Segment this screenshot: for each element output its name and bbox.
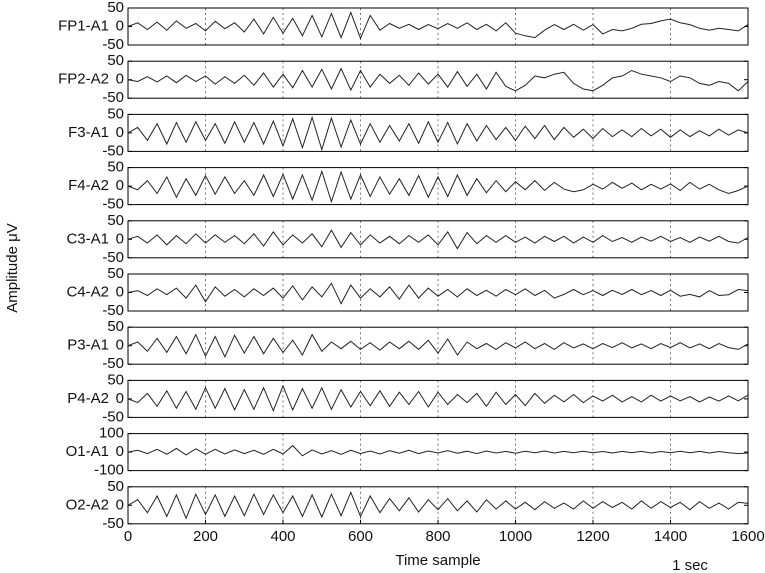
y-tick-label: -50 (102, 142, 124, 159)
y-tick-label: 50 (107, 52, 124, 69)
channel-label: FP1-A1 (58, 17, 109, 34)
channel-label: FP2-A2 (58, 71, 109, 88)
x-tick-label: 1000 (499, 528, 532, 545)
signal-line (127, 169, 749, 204)
signal-line (127, 282, 749, 305)
plot-frame (127, 113, 749, 152)
y-tick-label: 0 (116, 124, 124, 141)
channel-label: F4-A2 (68, 177, 109, 194)
y-tick-label: 50 (107, 159, 124, 176)
y-tick-label: 0 (116, 71, 124, 88)
y-tick-label: 0 (116, 337, 124, 354)
plot-frame (127, 220, 749, 259)
x-tick-label: 800 (425, 528, 450, 545)
plot-frame (127, 60, 749, 99)
channel-label: O1-A1 (66, 443, 109, 460)
plot-frame (127, 379, 749, 418)
y-tick-label: 50 (107, 212, 124, 229)
y-tick-label: -50 (102, 355, 124, 372)
y-tick-label: 50 (107, 265, 124, 282)
y-tick-label: 0 (116, 443, 124, 460)
x-tick-label: 400 (270, 528, 295, 545)
signal-line (127, 10, 749, 40)
plot-frame (127, 167, 749, 206)
x-tick-label: 1200 (576, 528, 609, 545)
y-tick-label: -50 (102, 36, 124, 53)
y-tick-label: -50 (102, 89, 124, 106)
y-tick-label: 0 (116, 390, 124, 407)
x-tick-label: 200 (193, 528, 218, 545)
y-tick-label: -50 (102, 302, 124, 319)
signal-line (127, 384, 749, 413)
signal-line (127, 333, 749, 358)
y-tick-label: 0 (116, 177, 124, 194)
y-tick-label: 50 (107, 0, 124, 16)
y-tick-label: -100 (94, 462, 124, 479)
y-tick-label: 0 (116, 17, 124, 34)
signal-line (127, 229, 749, 250)
channel-label: C4-A2 (66, 283, 109, 300)
y-tick-label: 50 (107, 478, 124, 495)
signal-line (127, 490, 749, 520)
channel-label: P3-A1 (67, 337, 109, 354)
y-tick-label: 0 (116, 230, 124, 247)
y-tick-label: -50 (102, 249, 124, 266)
y-tick-label: -50 (102, 515, 124, 532)
y-tick-label: 50 (107, 318, 124, 335)
signal-line (127, 67, 749, 92)
y-tick-label: 0 (116, 496, 124, 513)
y-tick-label: 50 (107, 105, 124, 122)
channel-label: C3-A1 (66, 230, 109, 247)
x-tick-label: 1400 (654, 528, 687, 545)
channel-label: P4-A2 (67, 390, 109, 407)
y-tick-label: 100 (99, 425, 124, 442)
y-tick-label: 50 (107, 371, 124, 388)
signal-line (127, 115, 749, 152)
plot-frame (127, 273, 749, 312)
y-axis-label: Amplitude μV (4, 223, 21, 313)
plot-frame (127, 326, 749, 365)
y-tick-label: 0 (116, 283, 124, 300)
x-tick-label: 600 (348, 528, 373, 545)
annotation: 1 sec (672, 557, 708, 573)
plot-frame (127, 433, 749, 472)
y-tick-label: -50 (102, 408, 124, 425)
channel-label: O2-A2 (66, 496, 109, 513)
signal-line (127, 444, 749, 457)
x-tick-label: 1600 (731, 528, 764, 545)
channel-label: F3-A1 (68, 124, 109, 141)
plot-frame (127, 7, 749, 46)
x-axis-label: Time sample (395, 552, 480, 569)
y-tick-label: -50 (102, 196, 124, 213)
x-tick-label: 0 (124, 528, 132, 545)
